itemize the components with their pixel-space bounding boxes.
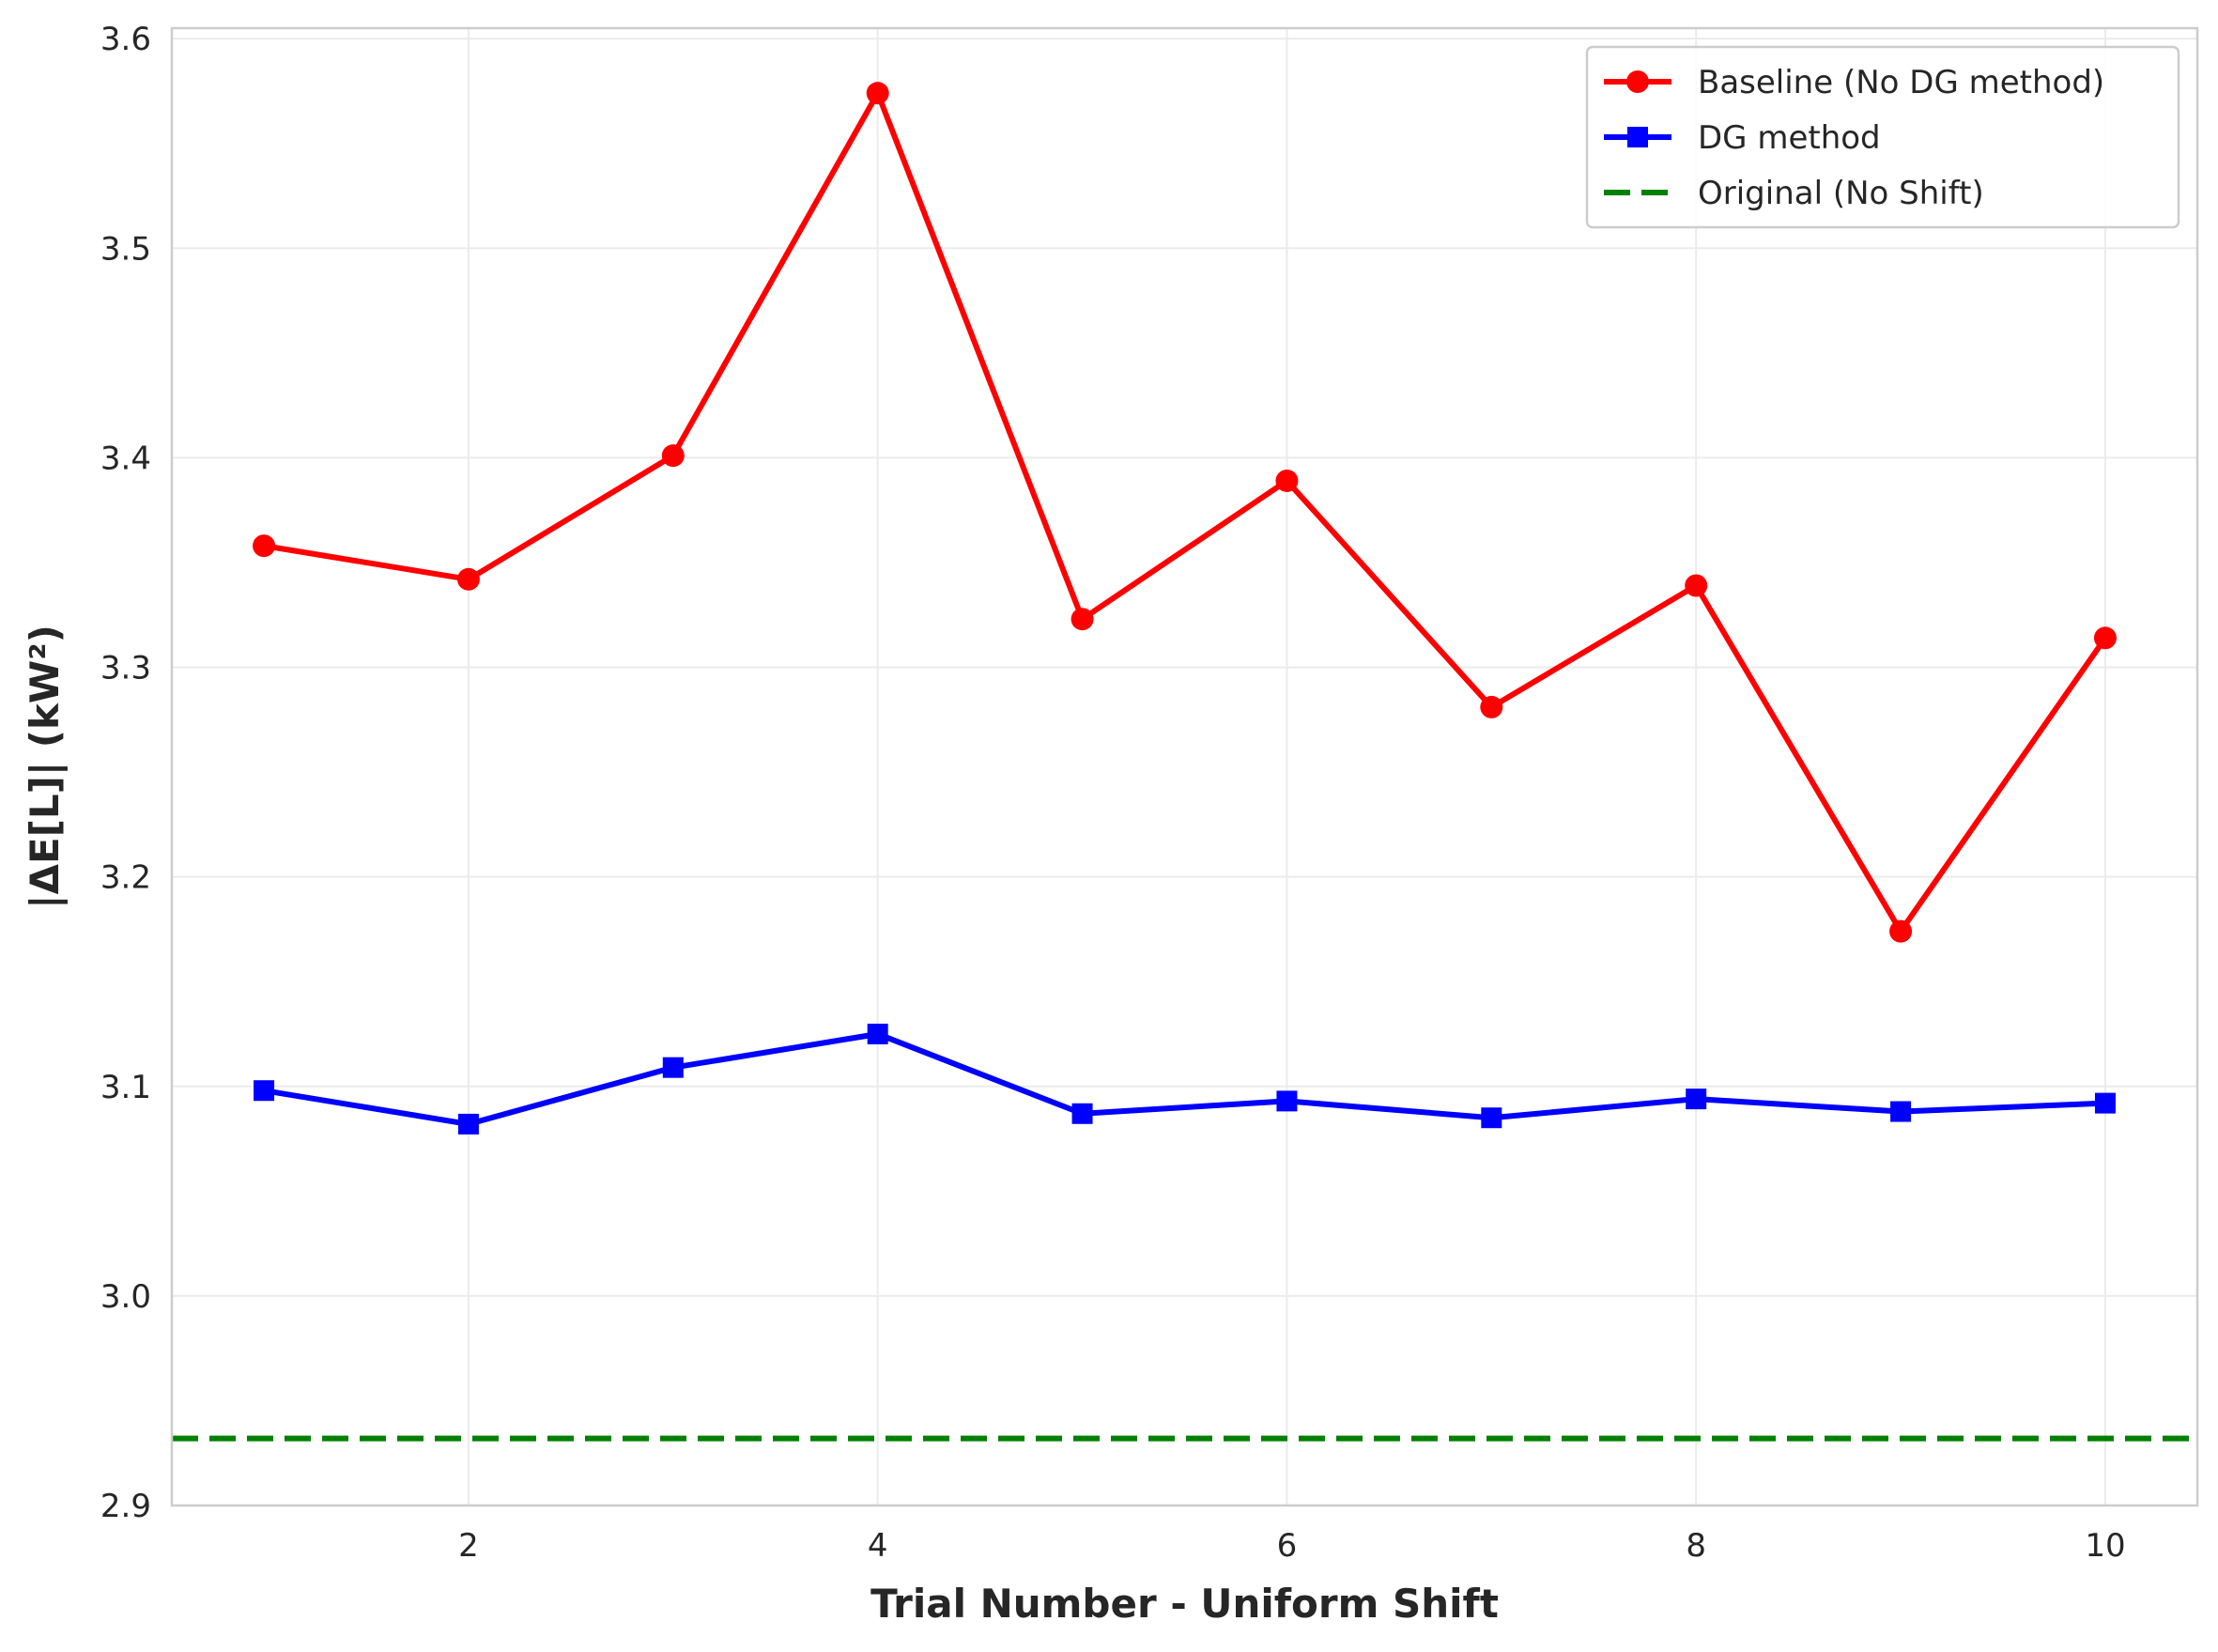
grid <box>172 28 2197 1506</box>
data-point-dg-method <box>1686 1088 1707 1110</box>
series-line-baseline <box>263 90 2108 934</box>
y-tick-label: 3.4 <box>100 440 151 477</box>
y-tick-label: 3.2 <box>100 859 151 897</box>
y-tick-label: 3.6 <box>100 21 151 58</box>
data-point-baseline <box>456 567 480 591</box>
x-tick-label: 4 <box>868 1527 888 1565</box>
data-point-dg-method <box>662 1057 684 1078</box>
legend-marker <box>1627 127 1648 147</box>
series-markers <box>253 82 2117 1135</box>
x-tick-label: 2 <box>458 1527 479 1565</box>
x-tick-label: 10 <box>2085 1527 2125 1565</box>
data-point-baseline <box>1070 608 1094 631</box>
y-tick-label: 2.9 <box>100 1488 151 1525</box>
legend: Baseline (No DG method) DG method Original… <box>1585 45 2180 229</box>
series-lines <box>263 90 2108 1127</box>
data-point-dg-method <box>867 1023 888 1044</box>
data-point-dg-method <box>2094 1092 2116 1114</box>
x-tick-label: 8 <box>1686 1527 1706 1565</box>
legend-marker <box>1626 70 1649 93</box>
y-tick-label: 3.0 <box>100 1278 151 1316</box>
data-point-dg-method <box>1481 1107 1502 1129</box>
y-tick-label: 3.1 <box>100 1069 151 1106</box>
data-point-baseline <box>253 534 276 558</box>
data-point-baseline <box>1889 919 1913 943</box>
plot-frame <box>170 26 2199 1507</box>
data-point-dg-method <box>457 1113 479 1135</box>
data-point-baseline <box>1685 574 1708 597</box>
y-tick-label: 3.3 <box>100 650 151 687</box>
legend-label: DG method <box>1698 119 1881 157</box>
y-tick-label: 3.5 <box>100 230 151 268</box>
data-point-dg-method <box>1890 1101 1912 1122</box>
y-axis-label: |ΔE[L]| (kW²) <box>22 625 68 909</box>
data-point-baseline <box>1480 695 1503 718</box>
y-tick-labels: 2.9 3.0 3.1 3.2 3.3 3.4 3.5 3.6 <box>100 21 151 1525</box>
data-point-dg-method <box>1276 1090 1298 1112</box>
data-point-dg-method <box>1071 1103 1093 1124</box>
data-point-baseline <box>866 82 889 105</box>
legend-box <box>1585 45 2180 229</box>
data-point-baseline <box>1275 469 1299 492</box>
x-tick-label: 6 <box>1277 1527 1298 1565</box>
series-line-dg-method <box>263 1030 2106 1127</box>
x-tick-labels: 2 4 6 8 10 <box>458 1527 2125 1565</box>
x-axis-label: Trial Number - Uniform Shift <box>870 1581 1499 1627</box>
data-point-baseline <box>661 444 685 468</box>
data-point-dg-method <box>254 1080 275 1102</box>
data-point-baseline <box>2093 626 2117 650</box>
legend-label: Original (No Shift) <box>1698 175 1984 212</box>
legend-label: Baseline (No DG method) <box>1698 64 2104 101</box>
